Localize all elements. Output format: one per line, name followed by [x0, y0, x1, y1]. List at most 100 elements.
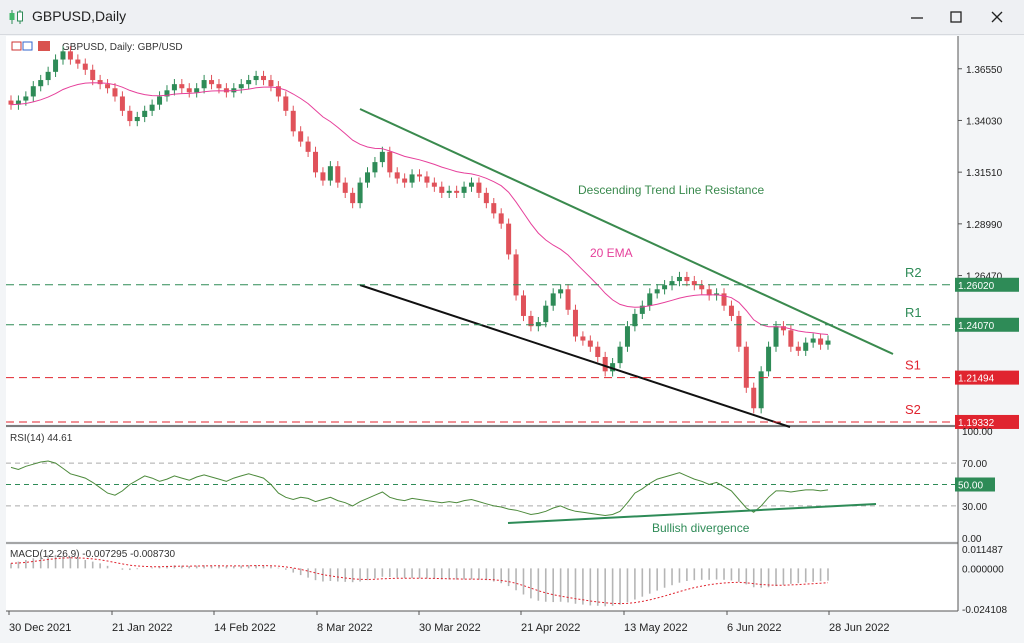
window-title: GBPUSD,Daily — [32, 8, 127, 24]
level-price-label: 1.21494 — [958, 374, 995, 385]
minimize-icon — [911, 17, 923, 19]
x-tick-label: 28 Jun 2022 — [829, 622, 890, 634]
candle-body — [402, 178, 408, 183]
candle-body — [387, 151, 393, 173]
candle-body — [90, 69, 96, 81]
y-tick-label: 1.34030 — [966, 116, 1003, 127]
divergence-annotation: Bullish divergence — [652, 521, 750, 535]
candle-body — [550, 293, 556, 306]
candle-body — [766, 346, 772, 372]
candle-body — [246, 80, 252, 85]
candle-body — [275, 86, 281, 97]
candle-body — [253, 75, 259, 81]
candle-body — [810, 338, 816, 343]
candle-body — [164, 90, 170, 97]
lower-trend-line — [359, 284, 791, 428]
candle-body — [468, 182, 474, 187]
rsi-line — [10, 460, 829, 517]
candle-body — [75, 59, 81, 64]
x-tick-label: 14 Feb 2022 — [214, 622, 276, 634]
candle-body — [728, 305, 734, 316]
level-name-s2: S2 — [905, 402, 921, 417]
macd-label: MACD(12,26,9) -0.007295 -0.008730 — [10, 549, 176, 560]
candlestick-app-icon — [9, 10, 23, 24]
chart-title: GBPUSD, Daily: GBP/USD — [62, 42, 183, 53]
rsi-panel — [6, 428, 958, 541]
candle-body — [194, 88, 200, 93]
level-price-label: 1.26020 — [958, 281, 995, 292]
macd-panel — [6, 545, 958, 611]
y-tick-label: 1.31510 — [966, 168, 1003, 179]
candle-body — [818, 338, 824, 345]
candle-body — [179, 84, 185, 89]
x-tick-label: 13 May 2022 — [624, 622, 688, 634]
candle-body — [617, 346, 623, 364]
candle-body — [780, 326, 786, 331]
candle-body — [610, 363, 616, 372]
candle-body — [335, 166, 341, 183]
candle-body — [15, 100, 21, 105]
candle-body — [788, 330, 794, 347]
candle-body — [201, 80, 207, 89]
candle-body — [424, 176, 430, 183]
candle-body — [669, 281, 675, 286]
rsi-level-label: 70.00 — [962, 459, 987, 470]
chart-area: GBPUSD, Daily: GBP/USD 1.36550 1.34030 1.3… — [6, 36, 1019, 634]
candle-body — [676, 276, 682, 282]
candle-body — [8, 100, 14, 105]
candle-body — [699, 285, 705, 290]
candle-body — [238, 84, 244, 89]
candle-body — [632, 313, 638, 327]
candle-body — [520, 295, 526, 316]
close-icon — [991, 11, 1003, 23]
candle-body — [491, 203, 497, 214]
candle-body — [30, 86, 36, 97]
rsi-level-label: 30.00 — [962, 502, 987, 513]
candle-body — [602, 356, 608, 372]
candle-body — [825, 340, 831, 345]
candle-body — [268, 80, 274, 87]
candle-body — [112, 88, 118, 97]
candle-body — [365, 172, 371, 183]
candle-body — [751, 387, 757, 409]
candle-body — [647, 293, 653, 306]
minimize-button[interactable] — [900, 4, 934, 30]
y-tick-label: 1.36550 — [966, 65, 1003, 76]
candle-body — [171, 84, 177, 91]
candle-body — [379, 151, 385, 163]
candle-body — [417, 174, 422, 177]
level-price-badge — [955, 317, 1019, 332]
candle-body — [498, 213, 504, 224]
y-tick-label: 1.28990 — [966, 220, 1003, 231]
candle-body — [506, 223, 512, 255]
candle-body — [216, 84, 222, 89]
rsi-level-badge — [955, 477, 995, 492]
x-tick-label: 30 Mar 2022 — [419, 622, 481, 634]
candle-body — [142, 110, 148, 117]
maximize-icon — [950, 11, 962, 23]
candle-body — [528, 315, 534, 327]
maximize-button[interactable] — [939, 4, 973, 30]
divergence-line — [507, 503, 877, 524]
candle-body — [803, 342, 809, 351]
rsi-level-label: 100.00 — [962, 427, 993, 438]
macd-level-label: 0.011487 — [962, 545, 1003, 556]
candle-body — [439, 186, 445, 193]
window-titlebar: GBPUSD,Daily — [0, 0, 1024, 35]
candle-body — [305, 141, 311, 152]
candle-body — [446, 190, 452, 193]
candle-body — [127, 110, 133, 122]
level-price-badge — [955, 277, 1019, 292]
candle-body — [662, 285, 668, 290]
descending-trend-line — [359, 108, 894, 355]
close-button[interactable] — [980, 4, 1014, 30]
candle-body — [82, 63, 88, 70]
rsi-level-label: 50.00 — [958, 481, 983, 492]
candle-body — [706, 289, 712, 296]
level-price-badge — [955, 370, 1019, 385]
candle-body — [476, 182, 482, 193]
candle-body — [565, 289, 571, 310]
candle-body — [357, 182, 363, 204]
ema-20-line — [10, 82, 829, 335]
resistance-annotation: Descending Trend Line Resistance — [578, 183, 764, 197]
